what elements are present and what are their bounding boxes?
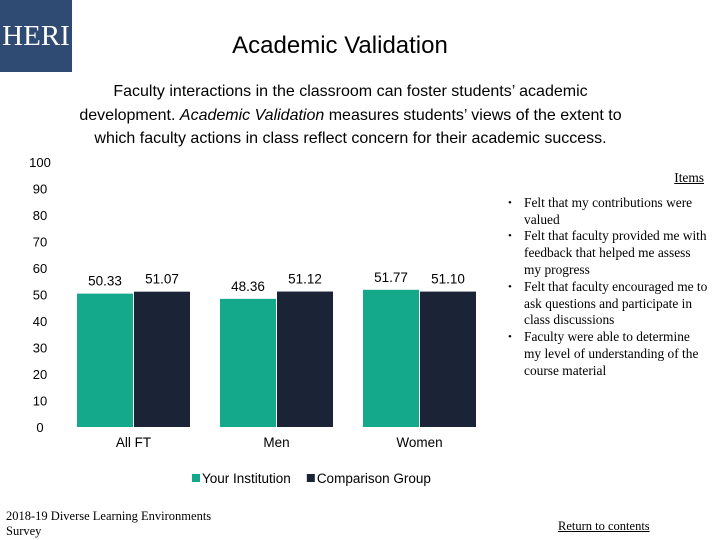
bar-1 [420,291,476,427]
y-tick-label: 90 [33,182,47,197]
data-label: 51.10 [431,272,465,287]
y-tick-label: 70 [33,235,47,250]
y-tick-label: 30 [33,341,47,356]
y-tick-label: 60 [33,261,47,276]
item-2: Felt that faculty provided me with feedb… [508,228,710,278]
x-tick-label: All FT [116,435,151,450]
bar-1 [134,291,190,427]
items-title: Items [674,170,704,185]
return-to-contents-link[interactable]: Return to contents [558,519,650,533]
item-3: Felt that faculty encouraged me to ask q… [508,279,710,329]
items-box: Items Felt that my contributions were va… [498,170,710,380]
bar-0 [363,289,419,427]
y-tick-label: 40 [33,314,47,329]
survey-footer: 2018-19 Diverse Learning Environments Su… [6,509,212,538]
legend-swatch-1 [306,474,315,482]
y-tick-label: 0 [36,420,43,435]
items-list: Felt that my contributions were valued F… [498,195,710,380]
heri-logo: HERI [0,0,72,72]
y-tick-label: 10 [33,394,47,409]
item-4: Faculty were able to determine my level … [508,329,710,379]
y-tick-label: 50 [33,288,47,303]
y-tick-label: 20 [33,367,47,382]
legend-swatch-0 [192,474,200,482]
data-label: 51.77 [374,270,408,285]
description-emphasis: Academic Validation [179,106,325,124]
x-tick-label: Men [263,435,289,450]
y-tick-label: 80 [33,208,47,223]
legend-label-1: Comparison Group [317,471,431,486]
y-tick-label: 100 [29,155,51,170]
description-text-start: Faculty interactions in the classroom ca… [79,83,588,124]
page-title: Academic Validation [232,32,448,59]
data-label: 51.12 [288,272,322,287]
description-text-end: measures students’ views of the extent t… [94,106,622,148]
legend-label-0: Your Institution [202,471,291,486]
description: Faculty interactions in the classroom ca… [78,80,623,151]
bar-0 [77,293,133,427]
x-tick-label: Women [396,435,442,450]
bar-1 [277,291,333,427]
data-label: 50.33 [88,274,122,289]
item-1: Felt that my contributions were valued [508,195,710,229]
data-label: 51.07 [145,272,179,287]
bar-0 [220,298,276,427]
data-label: 48.36 [231,279,265,294]
